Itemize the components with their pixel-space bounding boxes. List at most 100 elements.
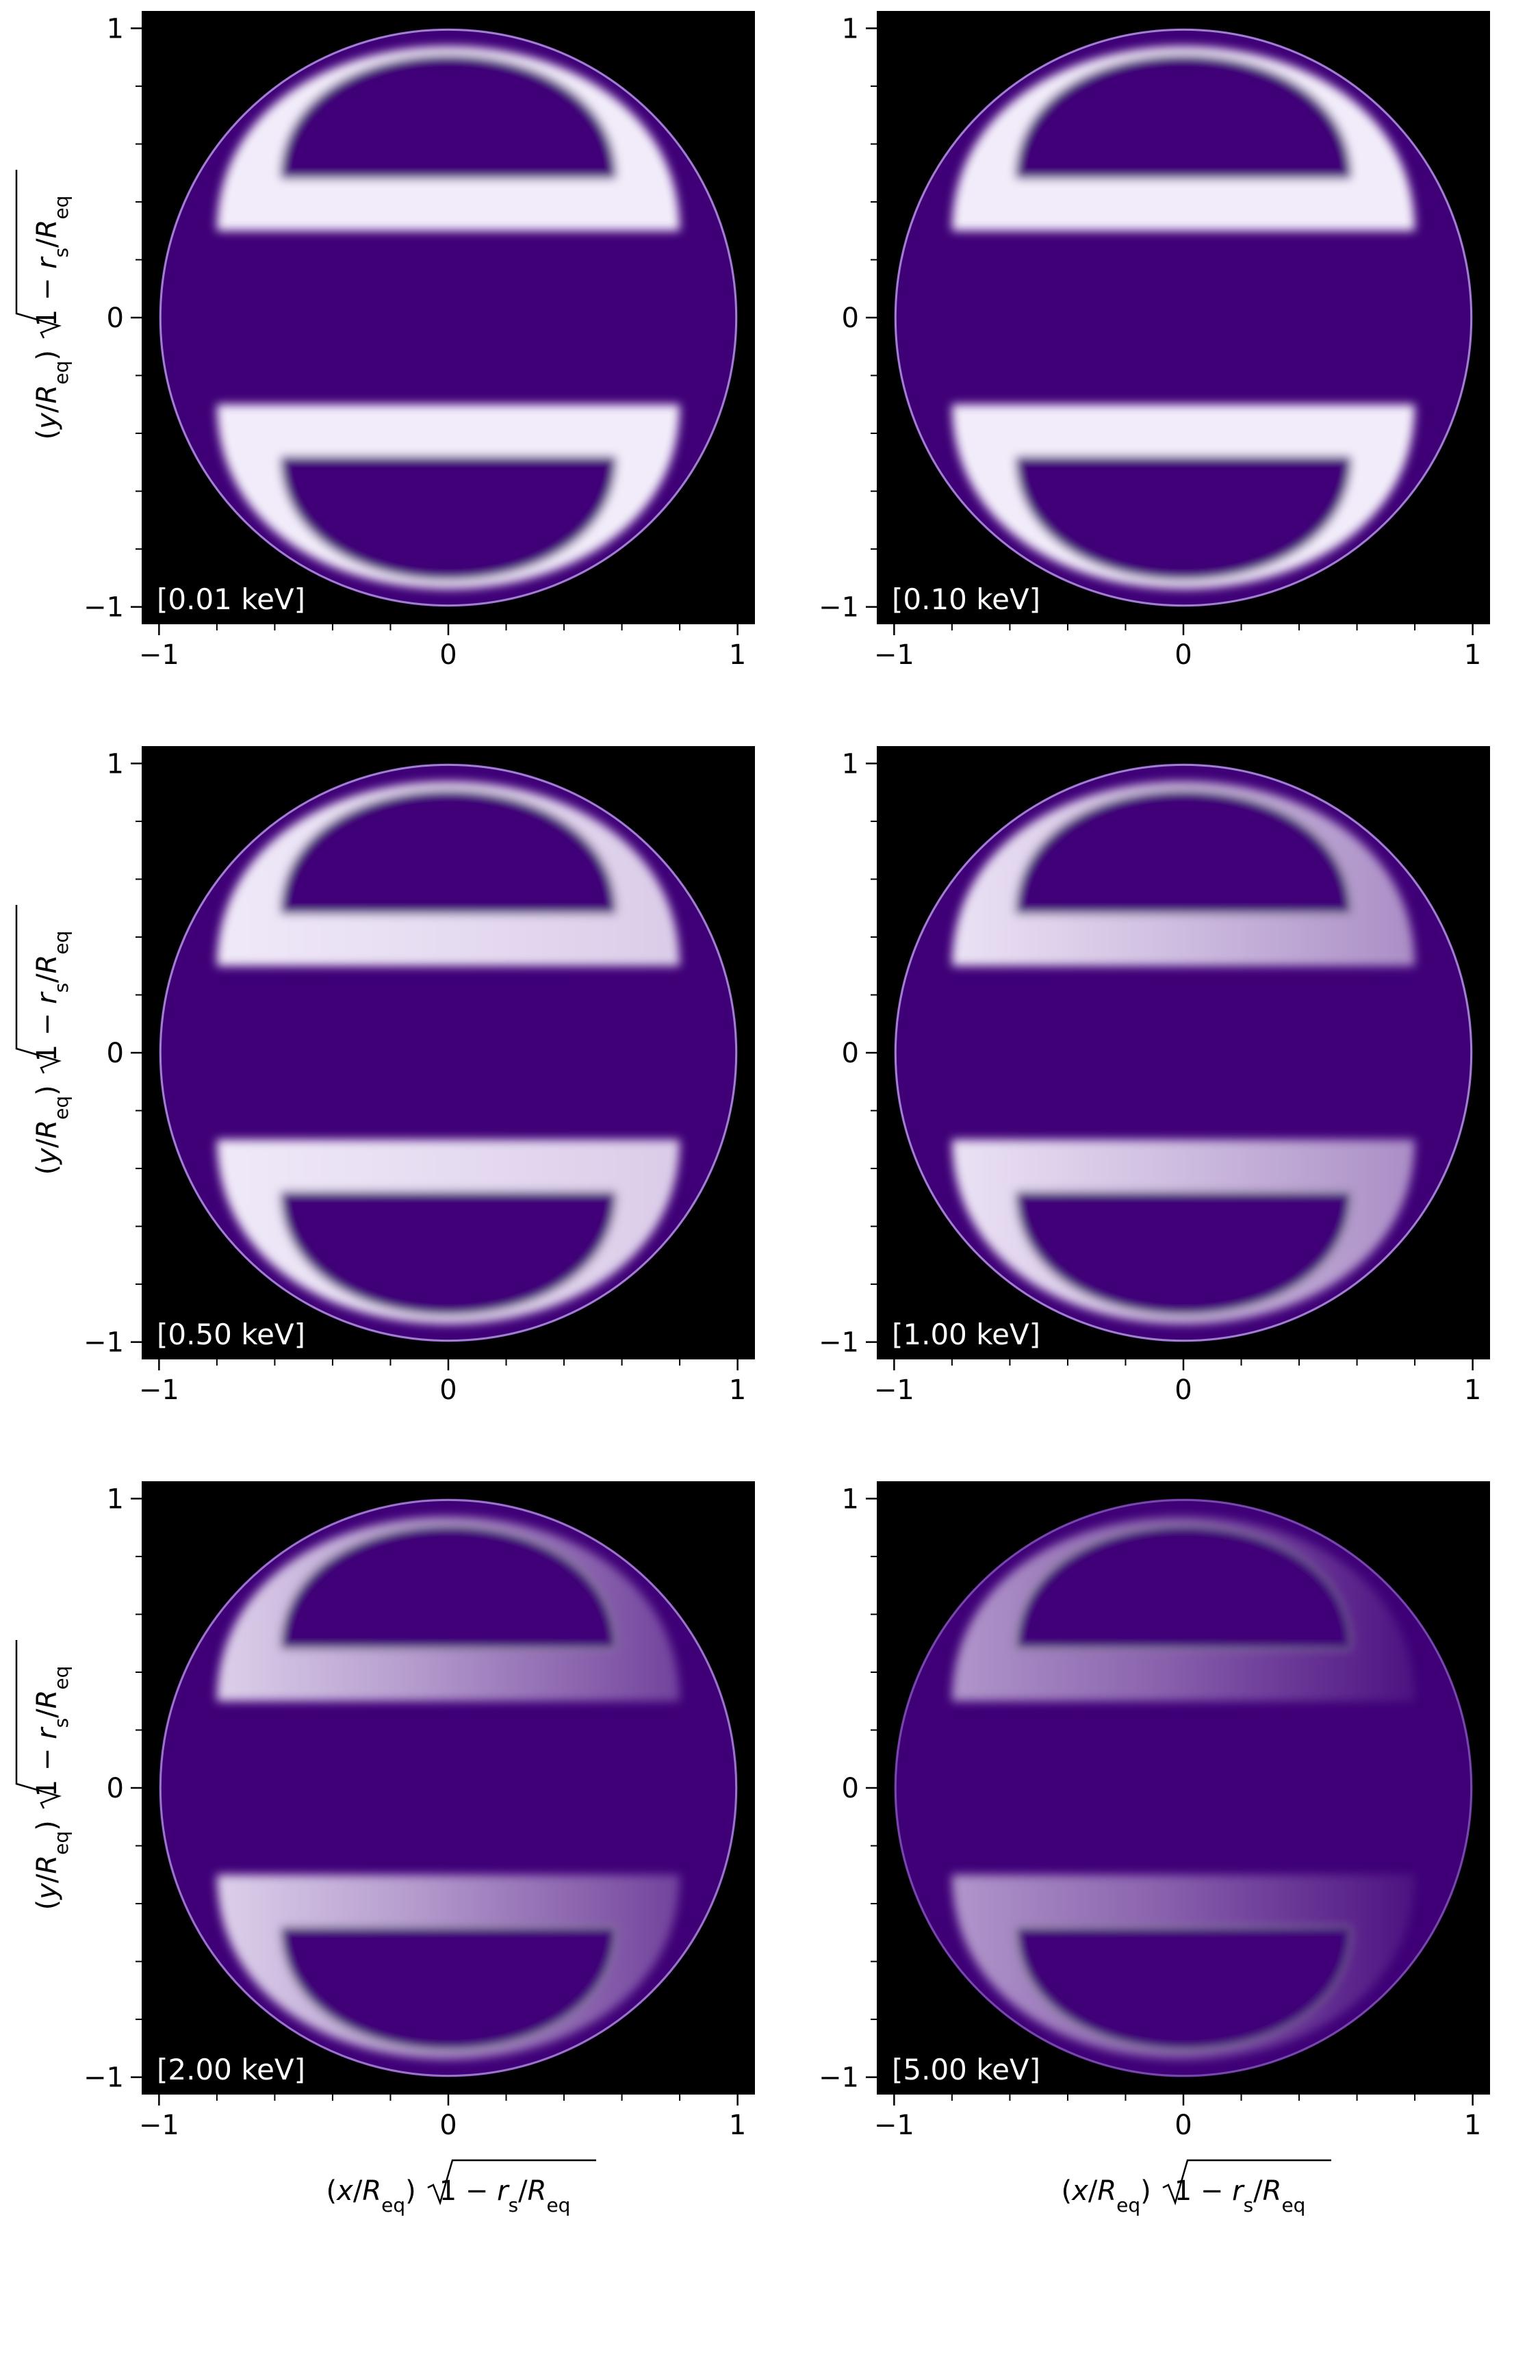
y-tick-label: −1 — [819, 1327, 859, 1359]
hotspot-group — [216, 46, 680, 589]
y-tick-label: 1 — [107, 1483, 124, 1515]
y-tick-label: 1 — [107, 748, 124, 780]
hotspot-lower-interior — [280, 1926, 617, 2051]
y-tick-label: 1 — [842, 13, 859, 44]
x-tick-label: 0 — [1175, 1374, 1192, 1406]
x-tick-label: 0 — [1175, 639, 1192, 671]
x-tick-label: 0 — [439, 2110, 457, 2141]
x-tick-label: −1 — [874, 1374, 914, 1406]
x-tick-label: −1 — [874, 2110, 914, 2141]
y-tick-label: −1 — [84, 1327, 124, 1359]
hotspot-lower-interior — [280, 456, 617, 580]
hotspot-lower — [951, 1139, 1415, 1325]
hotspot-group — [216, 1516, 680, 2060]
limb-ring — [894, 1498, 1473, 2077]
hotspot-upper-interior — [280, 55, 617, 179]
panel-4: −1 0 1 −1 0 1 [1.00 keV] — [819, 746, 1490, 1406]
energy-label: [0.10 keV] — [892, 583, 1040, 616]
x-tick-label: 1 — [729, 2110, 746, 2141]
hotspot-upper — [951, 781, 1415, 967]
energy-label: [1.00 keV] — [892, 1318, 1040, 1351]
x-tick-label: 0 — [1175, 2110, 1192, 2141]
hotspot-lower — [216, 1139, 680, 1325]
y-tick-label: −1 — [84, 2062, 124, 2094]
x-tick-label: 0 — [439, 639, 457, 671]
hotspot-upper-interior — [280, 790, 617, 914]
hotspot-lower-interior — [1015, 1191, 1352, 1316]
y-tick-label: −1 — [819, 2062, 859, 2094]
y-axis-title: (y/Req)1 − rs/Req — [31, 1666, 73, 1910]
y-tick-label: −1 — [84, 592, 124, 624]
x-tick-label: −1 — [139, 2110, 179, 2141]
energy-label: [0.50 keV] — [157, 1318, 305, 1351]
hotspot-upper — [216, 46, 680, 231]
x-tick-label: −1 — [874, 639, 914, 671]
y-tick-label: 0 — [842, 1038, 859, 1069]
hotspot-upper-interior — [1015, 790, 1352, 914]
axis-ticks — [131, 763, 739, 1370]
x-tick-label: 1 — [1464, 1374, 1481, 1406]
panel-6: −1 0 1 −1 0 1 [5.00 keV] — [819, 1481, 1490, 2141]
limb-ring — [894, 28, 1473, 607]
hotspot-upper-interior — [1015, 1525, 1352, 1650]
y-tick-label: 1 — [107, 13, 124, 44]
y-tick-label: 0 — [107, 1773, 124, 1804]
y-tick-label: 0 — [842, 1773, 859, 1804]
energy-label: [2.00 keV] — [157, 2053, 305, 2086]
hotspot-lower-interior — [1015, 456, 1352, 580]
y-tick-label: 1 — [842, 748, 859, 780]
limb-ring — [159, 28, 738, 607]
x-tick-label: 1 — [1464, 639, 1481, 671]
radical-sign — [15, 905, 62, 1074]
hotspot-lower — [951, 1874, 1415, 2060]
y-tick-label: 0 — [107, 303, 124, 334]
panel-5: −1 0 1 −1 0 1 [2.00 keV] — [84, 1481, 755, 2141]
hotspot-upper — [216, 1516, 680, 1702]
hotspot-group — [951, 781, 1415, 1325]
hotspot-group — [951, 1516, 1415, 2060]
limb-ring — [159, 763, 738, 1342]
hotspot-upper-interior — [280, 1525, 617, 1650]
radical-sign — [427, 2159, 596, 2205]
radical-sign — [1162, 2159, 1331, 2205]
axis-ticks — [866, 27, 1474, 635]
panel-1: −1 0 1 −1 0 1 [0.01 keV] — [84, 11, 755, 671]
y-axis-title: (y/Req)1 − rs/Req — [31, 196, 73, 440]
hotspot-lower — [216, 1874, 680, 2060]
energy-label: [0.01 keV] — [157, 583, 305, 616]
y-axis-title: (y/Req)1 − rs/Req — [31, 931, 73, 1175]
hotspot-upper — [951, 1516, 1415, 1702]
hotspot-upper — [951, 46, 1415, 231]
x-tick-label: 0 — [439, 1374, 457, 1406]
x-tick-label: 1 — [1464, 2110, 1481, 2141]
x-axis-title: (x/Req) 1 − rs/Req — [326, 2175, 571, 2216]
x-axis-title: (x/Req) 1 − rs/Req — [1062, 2175, 1306, 2216]
radical-sign — [15, 170, 62, 339]
axis-ticks — [131, 27, 739, 635]
y-tick-label: 1 — [842, 1483, 859, 1515]
x-tick-label: 1 — [729, 639, 746, 671]
axis-ticks — [866, 763, 1474, 1370]
hotspot-group — [951, 46, 1415, 589]
x-tick-label: 1 — [729, 1374, 746, 1406]
x-tick-label: −1 — [139, 1374, 179, 1406]
hotspot-lower-interior — [280, 1191, 617, 1316]
x-tick-label: −1 — [139, 639, 179, 671]
energy-label: [5.00 keV] — [892, 2053, 1040, 2086]
radical-sign — [15, 1640, 62, 1809]
hotspot-upper-interior — [1015, 55, 1352, 179]
limb-ring — [159, 1498, 738, 2077]
hotspot-lower — [216, 404, 680, 589]
axis-ticks — [866, 1498, 1474, 2106]
hotspot-lower — [951, 404, 1415, 589]
hotspot-lower-interior — [1015, 1926, 1352, 2051]
panel-3: −1 0 1 −1 0 1 [0.50 keV] — [84, 746, 755, 1406]
limb-ring — [894, 763, 1473, 1342]
hotspot-group — [216, 781, 680, 1325]
panel-2: −1 0 1 −1 0 1 [0.10 keV] — [819, 11, 1490, 671]
y-tick-label: 0 — [107, 1038, 124, 1069]
y-tick-label: 0 — [842, 303, 859, 334]
hotspot-upper — [216, 781, 680, 967]
axis-ticks — [131, 1498, 739, 2106]
